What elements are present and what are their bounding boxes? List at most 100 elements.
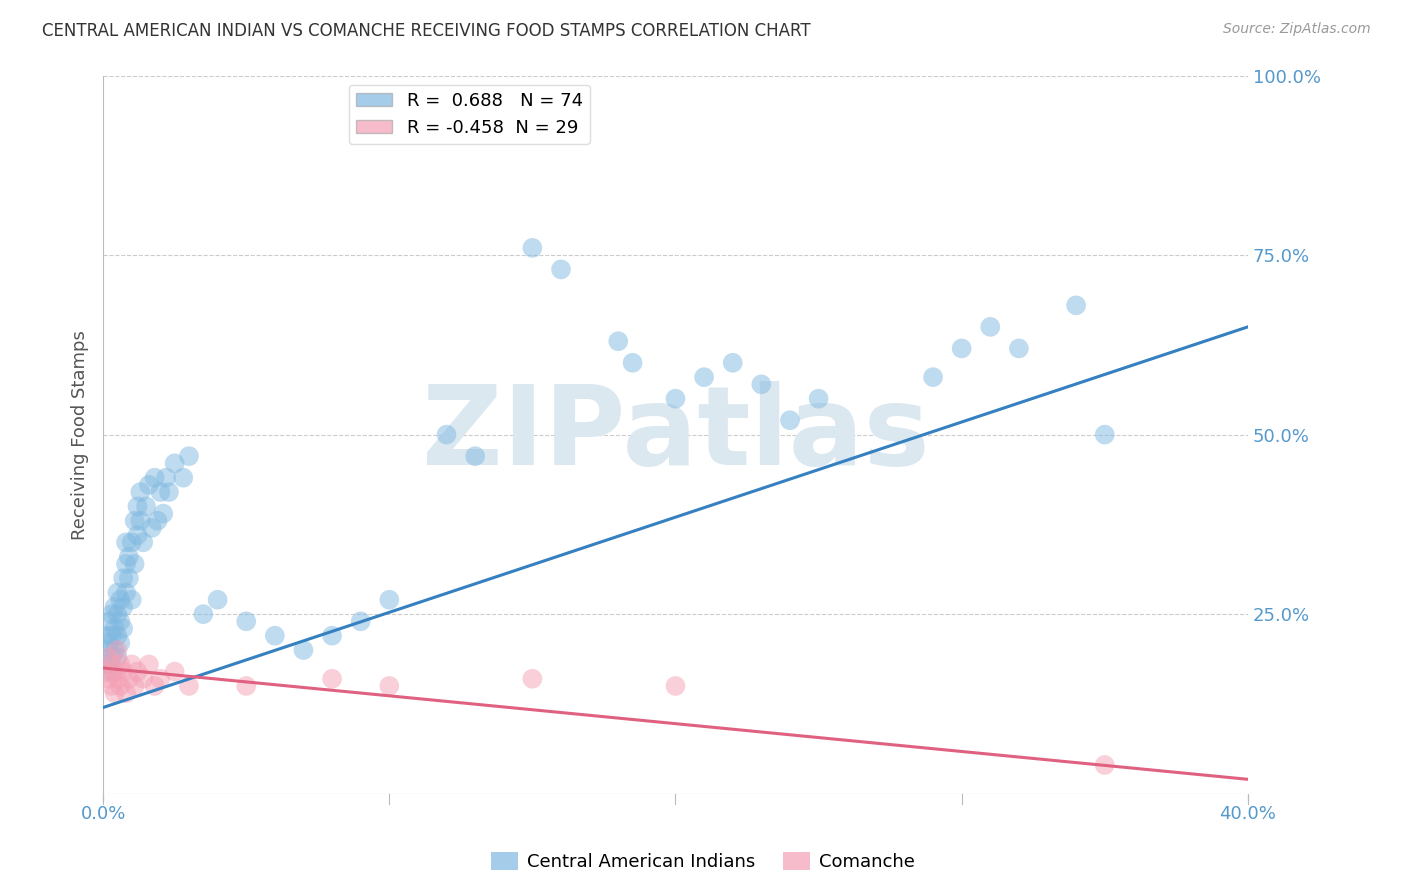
Point bbox=[107, 629, 129, 643]
Point bbox=[115, 585, 138, 599]
Point bbox=[1064, 298, 1087, 312]
Point bbox=[100, 629, 122, 643]
Point bbox=[110, 636, 132, 650]
Point bbox=[172, 471, 194, 485]
Point bbox=[132, 535, 155, 549]
Point bbox=[721, 356, 744, 370]
Point bbox=[157, 485, 180, 500]
Point bbox=[193, 607, 215, 621]
Point bbox=[118, 571, 141, 585]
Point bbox=[149, 485, 172, 500]
Text: CENTRAL AMERICAN INDIAN VS COMANCHE RECEIVING FOOD STAMPS CORRELATION CHART: CENTRAL AMERICAN INDIAN VS COMANCHE RECE… bbox=[42, 22, 811, 40]
Point bbox=[436, 427, 458, 442]
Point bbox=[97, 657, 120, 672]
Point bbox=[121, 535, 143, 549]
Text: Source: ZipAtlas.com: Source: ZipAtlas.com bbox=[1223, 22, 1371, 37]
Point bbox=[127, 528, 149, 542]
Point bbox=[107, 643, 129, 657]
Point bbox=[127, 665, 149, 679]
Point bbox=[378, 592, 401, 607]
Point bbox=[129, 514, 152, 528]
Point bbox=[149, 672, 172, 686]
Point bbox=[464, 449, 486, 463]
Point bbox=[103, 643, 125, 657]
Point bbox=[143, 679, 166, 693]
Point bbox=[152, 507, 174, 521]
Point bbox=[263, 629, 285, 643]
Point bbox=[97, 636, 120, 650]
Point bbox=[621, 356, 644, 370]
Y-axis label: Receiving Food Stamps: Receiving Food Stamps bbox=[72, 330, 89, 540]
Point bbox=[155, 471, 177, 485]
Point bbox=[112, 571, 135, 585]
Point bbox=[124, 679, 146, 693]
Point bbox=[110, 592, 132, 607]
Point bbox=[207, 592, 229, 607]
Point bbox=[138, 657, 160, 672]
Point bbox=[693, 370, 716, 384]
Point bbox=[779, 413, 801, 427]
Point bbox=[979, 319, 1001, 334]
Point bbox=[292, 643, 315, 657]
Point bbox=[146, 514, 169, 528]
Point bbox=[110, 615, 132, 629]
Point bbox=[135, 500, 157, 514]
Point bbox=[141, 521, 163, 535]
Point bbox=[550, 262, 572, 277]
Point bbox=[1094, 427, 1116, 442]
Point bbox=[378, 679, 401, 693]
Point bbox=[607, 334, 630, 349]
Point bbox=[103, 622, 125, 636]
Point bbox=[129, 485, 152, 500]
Point bbox=[97, 615, 120, 629]
Point bbox=[321, 672, 343, 686]
Point bbox=[94, 643, 117, 657]
Point bbox=[138, 478, 160, 492]
Text: ZIPatlas: ZIPatlas bbox=[422, 381, 929, 488]
Point bbox=[103, 665, 125, 679]
Point bbox=[163, 456, 186, 470]
Point bbox=[118, 672, 141, 686]
Point bbox=[100, 607, 122, 621]
Legend: R =  0.688   N = 74, R = -0.458  N = 29: R = 0.688 N = 74, R = -0.458 N = 29 bbox=[349, 85, 591, 144]
Point bbox=[177, 449, 200, 463]
Point bbox=[124, 557, 146, 571]
Legend: Central American Indians, Comanche: Central American Indians, Comanche bbox=[484, 845, 922, 879]
Point bbox=[177, 679, 200, 693]
Point bbox=[143, 471, 166, 485]
Point bbox=[107, 607, 129, 621]
Point bbox=[664, 679, 686, 693]
Point bbox=[235, 615, 257, 629]
Point bbox=[807, 392, 830, 406]
Point bbox=[112, 599, 135, 614]
Point bbox=[664, 392, 686, 406]
Point bbox=[127, 500, 149, 514]
Point bbox=[115, 535, 138, 549]
Point bbox=[1008, 342, 1031, 356]
Point bbox=[112, 665, 135, 679]
Point bbox=[112, 622, 135, 636]
Point bbox=[235, 679, 257, 693]
Point bbox=[103, 686, 125, 700]
Point bbox=[110, 657, 132, 672]
Point bbox=[94, 665, 117, 679]
Point bbox=[115, 686, 138, 700]
Point bbox=[110, 679, 132, 693]
Point bbox=[132, 672, 155, 686]
Point bbox=[321, 629, 343, 643]
Point bbox=[163, 665, 186, 679]
Point bbox=[124, 514, 146, 528]
Point bbox=[522, 241, 544, 255]
Point bbox=[107, 650, 129, 665]
Point bbox=[118, 549, 141, 564]
Point bbox=[522, 672, 544, 686]
Point bbox=[100, 650, 122, 665]
Point bbox=[1094, 758, 1116, 772]
Point bbox=[121, 657, 143, 672]
Point bbox=[103, 599, 125, 614]
Point bbox=[100, 679, 122, 693]
Point bbox=[97, 672, 120, 686]
Point bbox=[100, 657, 122, 672]
Point bbox=[922, 370, 945, 384]
Point bbox=[115, 557, 138, 571]
